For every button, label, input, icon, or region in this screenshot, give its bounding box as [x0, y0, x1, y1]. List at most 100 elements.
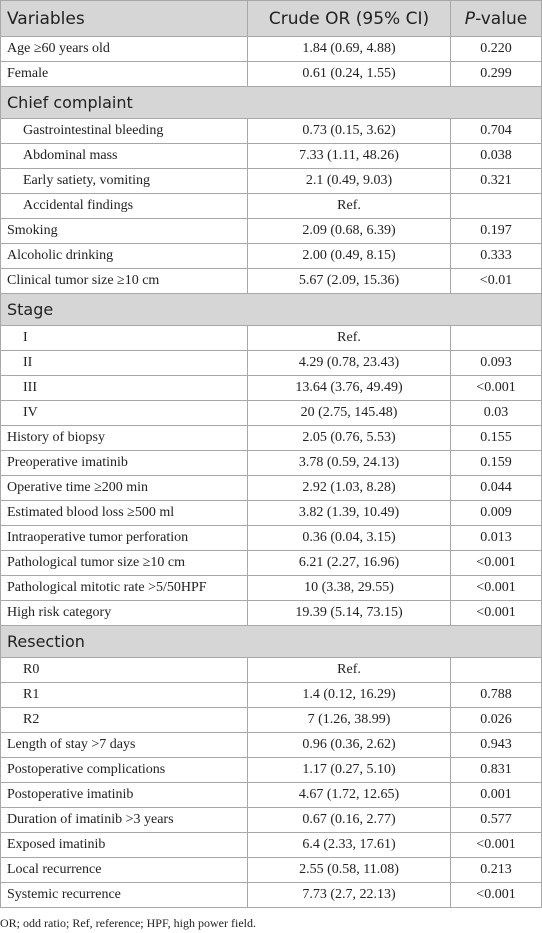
p-cell: 0.155	[450, 425, 542, 451]
or-cell: 1.17 (0.27, 5.10)	[247, 757, 451, 783]
header-cell: P-value	[450, 0, 542, 37]
or-cell: 4.67 (1.72, 12.65)	[247, 782, 451, 808]
p-cell: <0.001	[450, 550, 542, 576]
or-cell: 6.21 (2.27, 16.96)	[247, 550, 451, 576]
or-cell: 3.78 (0.59, 24.13)	[247, 450, 451, 476]
or-cell: 3.82 (1.39, 10.49)	[247, 500, 451, 526]
header-text: -value	[475, 8, 528, 29]
variable-cell: R2	[0, 707, 248, 733]
or-cell: 6.4 (2.33, 17.61)	[247, 832, 451, 858]
p-cell: 0.001	[450, 782, 542, 808]
header-row: Variables Crude OR (95% CI) P-value	[0, 0, 542, 37]
p-cell: 0.220	[450, 36, 542, 62]
variable-cell: Systemic recurrence	[0, 882, 248, 908]
or-cell: 7.73 (2.7, 22.13)	[247, 882, 451, 908]
variable-cell: Gastrointestinal bleeding	[0, 118, 248, 144]
p-cell: 0.213	[450, 857, 542, 883]
table-row: Early satiety, vomiting 2.1 (0.49, 9.03) 0…	[0, 168, 542, 194]
header-cell: Variables	[0, 0, 248, 37]
table-row: History of biopsy 2.05 (0.76, 5.53) 0.155	[0, 425, 542, 451]
table-row: Female 0.61 (0.24, 1.55) 0.299	[0, 61, 542, 87]
p-cell	[450, 657, 542, 683]
variable-cell: Clinical tumor size ≥10 cm	[0, 268, 248, 294]
p-cell: 0.197	[450, 218, 542, 244]
p-cell: 0.159	[450, 450, 542, 476]
table-row: R0 Ref.	[0, 657, 542, 683]
table-body: Age ≥60 years old 1.84 (0.69, 4.88) 0.220 F…	[0, 36, 542, 908]
p-cell: 0.321	[450, 168, 542, 194]
table-row: Postoperative complications 1.17 (0.27, 5…	[0, 757, 542, 783]
or-cell: 0.96 (0.36, 2.62)	[247, 732, 451, 758]
p-cell: <0.001	[450, 600, 542, 626]
table-row: Age ≥60 years old 1.84 (0.69, 4.88) 0.220	[0, 36, 542, 62]
table-row: R1 1.4 (0.12, 16.29) 0.788	[0, 682, 542, 708]
variable-cell: Local recurrence	[0, 857, 248, 883]
p-cell: 0.577	[450, 807, 542, 833]
or-cell: 1.4 (0.12, 16.29)	[247, 682, 451, 708]
section-row: Resection	[0, 625, 542, 658]
p-cell: 0.044	[450, 475, 542, 501]
table-row: IV 20 (2.75, 145.48) 0.03	[0, 400, 542, 426]
p-cell	[450, 193, 542, 219]
table-row: Gastrointestinal bleeding 0.73 (0.15, 3.6…	[0, 118, 542, 144]
table-row: Local recurrence 2.55 (0.58, 11.08) 0.213	[0, 857, 542, 883]
or-cell: 20 (2.75, 145.48)	[247, 400, 451, 426]
footnote: OR; odd ratio; Ref, reference; HPF, high…	[0, 916, 256, 930]
or-cell: 0.36 (0.04, 3.15)	[247, 525, 451, 551]
p-cell: 0.026	[450, 707, 542, 733]
p-cell: <0.001	[450, 575, 542, 601]
table-row: Estimated blood loss ≥500 ml 3.82 (1.39, …	[0, 500, 542, 526]
table-row: Accidental findings Ref.	[0, 193, 542, 219]
variable-cell: Duration of imatinib >3 years	[0, 807, 248, 833]
table-row: Duration of imatinib >3 years 0.67 (0.16,…	[0, 807, 542, 833]
table-row: Abdominal mass 7.33 (1.11, 48.26) 0.038	[0, 143, 542, 169]
section-cell: Chief complaint	[0, 86, 542, 119]
or-cell: 7.33 (1.11, 48.26)	[247, 143, 451, 169]
header-cell: Crude OR (95% CI)	[247, 0, 451, 37]
or-cell: 2.09 (0.68, 6.39)	[247, 218, 451, 244]
variable-cell: R1	[0, 682, 248, 708]
or-cell: 2.92 (1.03, 8.28)	[247, 475, 451, 501]
table-row: Pathological tumor size ≥10 cm 6.21 (2.27…	[0, 550, 542, 576]
p-cell: 0.788	[450, 682, 542, 708]
or-cell: 4.29 (0.78, 23.43)	[247, 350, 451, 376]
p-cell: 0.009	[450, 500, 542, 526]
variable-cell: Postoperative complications	[0, 757, 248, 783]
table-row: Preoperative imatinib 3.78 (0.59, 24.13) 0…	[0, 450, 542, 476]
variable-cell: I	[0, 325, 248, 351]
results-table: Variables Crude OR (95% CI) P-value Age …	[0, 0, 542, 908]
p-cell: 0.943	[450, 732, 542, 758]
or-cell: Ref.	[247, 325, 451, 351]
variable-cell: III	[0, 375, 248, 401]
variable-cell: Pathological mitotic rate >5/50HPF	[0, 575, 248, 601]
table-row: I Ref.	[0, 325, 542, 351]
table-row: Intraoperative tumor perforation 0.36 (0.…	[0, 525, 542, 551]
table-row: Length of stay >7 days 0.96 (0.36, 2.62) 0…	[0, 732, 542, 758]
variable-cell: Intraoperative tumor perforation	[0, 525, 248, 551]
variable-cell: R0	[0, 657, 248, 683]
table-row: Systemic recurrence 7.73 (2.7, 22.13) <0.0…	[0, 882, 542, 908]
or-cell: 7 (1.26, 38.99)	[247, 707, 451, 733]
variable-cell: Postoperative imatinib	[0, 782, 248, 808]
or-cell: 0.73 (0.15, 3.62)	[247, 118, 451, 144]
or-cell: 10 (3.38, 29.55)	[247, 575, 451, 601]
variable-cell: Pathological tumor size ≥10 cm	[0, 550, 248, 576]
or-cell: 2.55 (0.58, 11.08)	[247, 857, 451, 883]
section-row: Chief complaint	[0, 86, 542, 119]
variable-cell: Operative time ≥200 min	[0, 475, 248, 501]
table-row: High risk category 19.39 (5.14, 73.15) <0.…	[0, 600, 542, 626]
variable-cell: High risk category	[0, 600, 248, 626]
p-cell: <0.001	[450, 375, 542, 401]
variable-cell: Smoking	[0, 218, 248, 244]
variable-cell: Preoperative imatinib	[0, 450, 248, 476]
p-cell: 0.03	[450, 400, 542, 426]
header-italic: P	[464, 8, 476, 29]
or-cell: 1.84 (0.69, 4.88)	[247, 36, 451, 62]
variable-cell: Female	[0, 61, 248, 87]
p-cell: 0.038	[450, 143, 542, 169]
or-cell: 0.61 (0.24, 1.55)	[247, 61, 451, 87]
or-cell: Ref.	[247, 193, 451, 219]
table-row: Clinical tumor size ≥10 cm 5.67 (2.09, 15…	[0, 268, 542, 294]
variable-cell: Alcoholic drinking	[0, 243, 248, 269]
